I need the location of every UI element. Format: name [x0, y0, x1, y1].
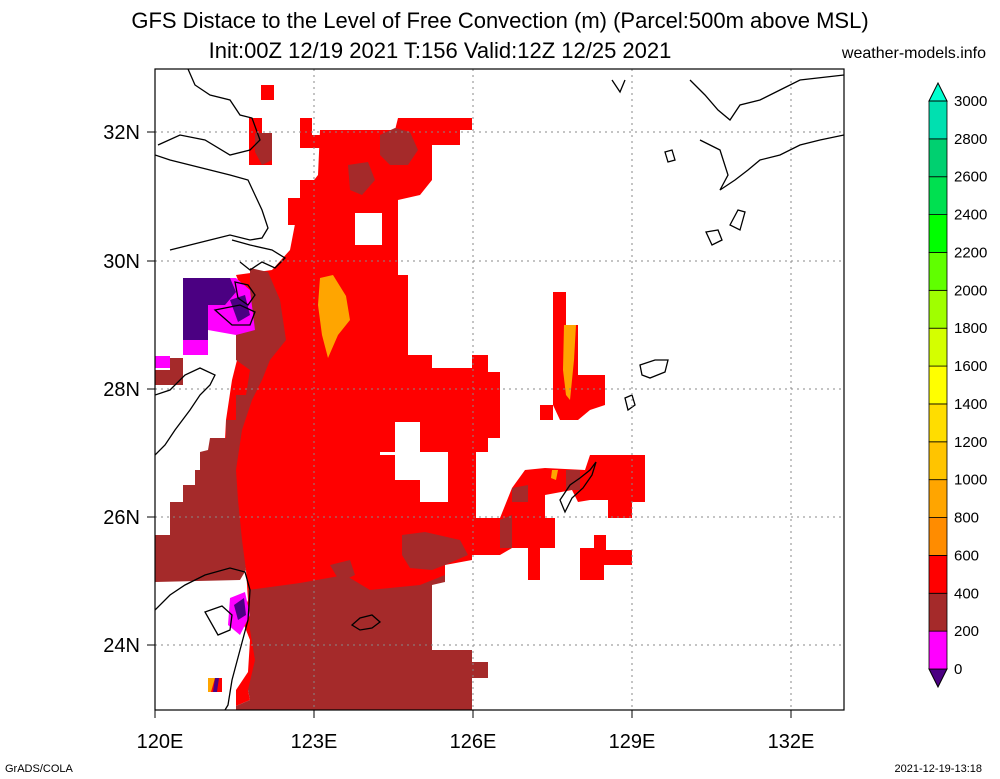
colorbar-box [928, 138, 948, 178]
x-tick-123E: 123E [291, 731, 338, 753]
y-tick-26N: 26N [103, 507, 140, 529]
y-tick-24N: 24N [103, 635, 140, 657]
colorbar-box [928, 517, 948, 556]
gridlines [155, 69, 844, 710]
colorbar-label: 2000 [954, 282, 987, 299]
colorbar-label: 2600 [954, 169, 987, 186]
colorbar-label: 1000 [954, 472, 987, 489]
x-tick-120E: 120E [137, 731, 184, 753]
x-tick-126E: 126E [450, 731, 497, 753]
colorbar-arrow-low [928, 668, 948, 689]
map-title: GFS Distace to the Level of Free Convect… [131, 8, 869, 33]
colorbar-label: 3000 [954, 93, 987, 110]
colorbar-label: 1400 [954, 396, 987, 413]
colorbar-box [928, 100, 948, 140]
y-tick-labels: 24N 26N 28N 30N 32N [103, 122, 140, 657]
colorbar-box [928, 479, 948, 518]
site-label: weather-models.info [841, 45, 986, 62]
colorbar-arrow-high [928, 81, 948, 102]
colorbar-box [928, 252, 948, 291]
colorbar-box [928, 176, 948, 216]
y-tick-32N: 32N [103, 122, 140, 144]
colorbar-box [928, 441, 948, 481]
colorbar-box [928, 630, 948, 670]
x-tick-129E: 129E [609, 731, 656, 753]
colorbar-label: 1800 [954, 320, 987, 337]
colorbar-label: 800 [954, 510, 979, 527]
colorbar-box [928, 289, 948, 329]
colorbar-label: 200 [954, 623, 979, 640]
shading-layer [155, 85, 645, 710]
colorbar-label: 600 [954, 547, 979, 564]
colorbar-label: 2200 [954, 244, 987, 261]
orange-region [318, 275, 350, 358]
brown-region [155, 268, 286, 582]
colorbar-label: 0 [954, 661, 962, 678]
colorbar-label: 1600 [954, 358, 987, 375]
colorbar-box [928, 214, 948, 253]
colorbar-box [928, 592, 948, 632]
colorbar: 0 200 400 600 800 1000 1200 1400 1600 1800 2000 220… [928, 81, 987, 689]
x-tick-132E: 132E [768, 731, 815, 753]
colorbar-label: 400 [954, 585, 979, 602]
coastlines [155, 69, 844, 710]
colorbar-box [928, 555, 948, 594]
x-tick-labels: 120E 123E 126E 129E 132E [137, 731, 815, 753]
software-credit: GrADS/COLA [5, 763, 73, 775]
colorbar-label: 2800 [954, 131, 987, 148]
red-region [224, 118, 645, 706]
colorbar-box [928, 327, 948, 367]
map-subtitle: Init:00Z 12/19 2021 T:156 Valid:12Z 12/2… [208, 38, 672, 63]
colorbar-label: 1200 [954, 434, 987, 451]
colorbar-label: 2400 [954, 207, 987, 224]
colorbar-box [928, 365, 948, 405]
y-tick-28N: 28N [103, 379, 140, 401]
render-timestamp: 2021-12-19-13:18 [894, 763, 982, 775]
y-tick-30N: 30N [103, 251, 140, 273]
colorbar-box [928, 403, 948, 443]
tick-marks [147, 131, 792, 718]
